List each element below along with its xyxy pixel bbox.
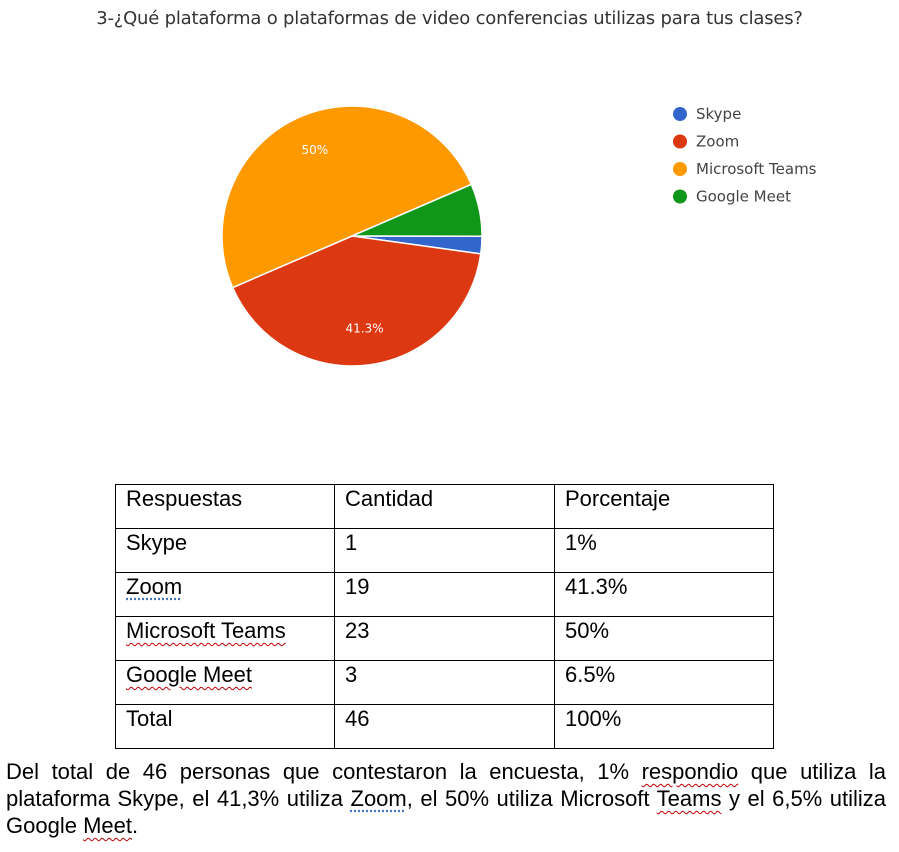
table-row: Zoom 19 41.3% [115, 572, 774, 617]
chart-legend: Skype Zoom Microsoft Teams Google Meet [673, 105, 817, 206]
summary-text-4: y el 6,5% utiliza Google [6, 786, 887, 838]
results-table: Respuestas Cantidad Porcentaje Skype 1 1… [115, 484, 774, 749]
table-row: Microsoft Teams 23 50% [115, 616, 774, 661]
pie-slice-google-meet [351, 183, 483, 237]
cell-respuesta: Total [115, 704, 335, 749]
pie-chart: 41.3% 50% Skype Zoom Microsoft Teams Google … [221, 105, 817, 367]
cell-text: Skype [126, 530, 188, 555]
cell-cantidad: 23 [334, 616, 555, 661]
cell-respuesta: Microsoft Teams [115, 616, 335, 661]
legend-label-zoom: Zoom [696, 133, 739, 151]
header-porcentaje: Porcentaje [554, 484, 774, 529]
summary-paragraph: Del total de 46 personas que contestaron… [6, 758, 886, 839]
cell-respuesta: Skype [115, 528, 335, 573]
cell-respuesta: Google Meet [115, 660, 335, 705]
summary-text-1: Del total de 46 personas que contestaron… [6, 759, 642, 784]
summary-word-teams: Teams [656, 786, 722, 811]
summary-text-2: que utiliza la plataforma Skype, el 41,3… [6, 759, 886, 811]
legend-label-skype: Skype [696, 105, 741, 123]
legend-label-microsoft-teams: Microsoft Teams [696, 160, 817, 178]
summary-word-respondio: respondio [641, 759, 739, 784]
table-row: Skype 1 1% [115, 528, 774, 573]
summary-text-5: . [131, 813, 139, 838]
table-row: Google Meet 3 6.5% [115, 660, 774, 705]
cell-cantidad: 19 [334, 572, 555, 617]
pie-slice-labels: 41.3% 50% [302, 143, 384, 336]
legend-marker-microsoft-teams [673, 162, 687, 176]
summary-text-3: , el 50% utiliza Microsoft [406, 786, 657, 811]
pie-slice-microsoft-teams [221, 105, 473, 289]
cell-text: Total [126, 706, 173, 731]
pie-slices [221, 105, 483, 367]
legend-label-google-meet: Google Meet [696, 188, 791, 206]
cell-porcentaje: 100% [554, 704, 774, 749]
header-cantidad: Cantidad [334, 484, 555, 529]
cell-cantidad: 1 [334, 528, 555, 573]
table-header-row: Respuestas Cantidad Porcentaje [115, 484, 774, 529]
slice-label-microsoft-teams: 50% [302, 143, 329, 157]
cell-text: Google Meet [126, 662, 252, 687]
header-respuestas: Respuestas [115, 484, 335, 529]
cell-respuesta: Zoom [115, 572, 335, 617]
legend-marker-zoom [673, 134, 687, 149]
cell-cantidad: 3 [334, 660, 555, 705]
summary-word-zoom: Zoom [350, 786, 407, 811]
summary-word-meet: Meet [83, 813, 132, 838]
slice-label-zoom: 41.3% [346, 322, 384, 336]
cell-porcentaje: 41.3% [554, 572, 774, 617]
cell-porcentaje: 50% [554, 616, 774, 661]
cell-cantidad: 46 [334, 704, 555, 749]
table-total-row: Total 46 100% [115, 704, 774, 749]
cell-porcentaje: 1% [554, 528, 774, 573]
legend-marker-skype [673, 107, 687, 121]
legend-marker-google-meet [673, 189, 687, 204]
cell-text: Zoom [126, 574, 183, 599]
question-title: 3-¿Qué plataforma o plataformas de video… [96, 8, 803, 29]
pie-slice-zoom [231, 235, 482, 367]
cell-text: Microsoft Teams [126, 618, 286, 643]
cell-porcentaje: 6.5% [554, 660, 774, 705]
